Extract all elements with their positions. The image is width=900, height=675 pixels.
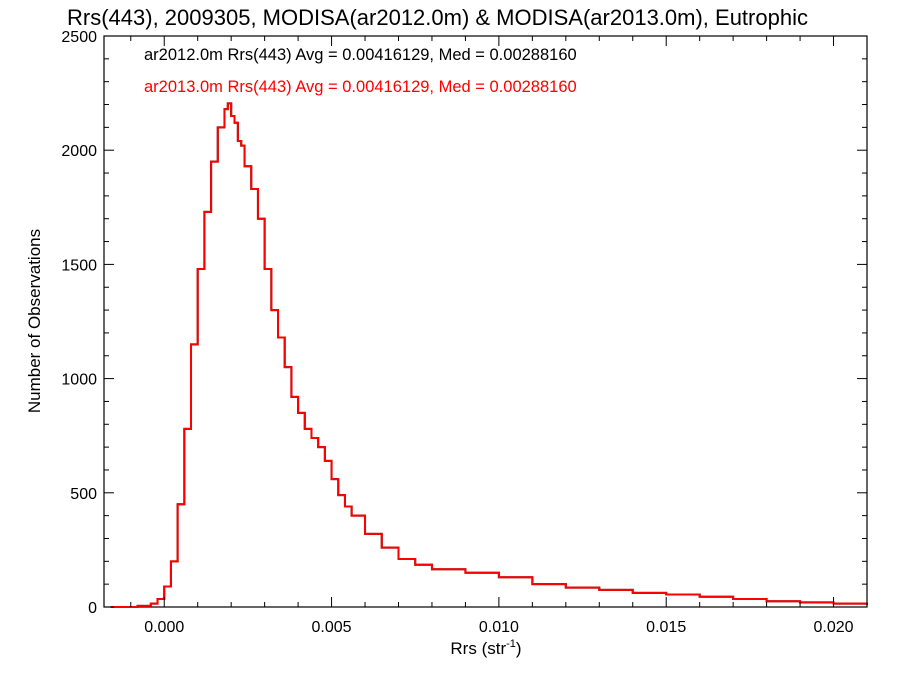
x-tick-label: 0.005 — [312, 619, 352, 636]
ticks-layer: 0.000 0.005 0.010 0.015 0.020 0 500 1000 1500 200… — [61, 29, 868, 636]
annotation-ar2013: ar2013.0m Rrs(443) Avg = 0.00416129, Med… — [144, 78, 577, 96]
series-layer — [110, 102, 868, 608]
y-tick-label: 1000 — [61, 372, 97, 389]
chart-title: Rrs(443), 2009305, MODISA(ar2012.0m) & M… — [67, 5, 808, 30]
y-tick-label: 2000 — [61, 143, 97, 160]
series-line-1 — [110, 102, 868, 608]
x-tick-label: 0.010 — [479, 619, 519, 636]
x-axis-label: Rrs (str-1) — [450, 638, 521, 658]
series-line-0 — [110, 102, 868, 608]
plot-area — [103, 35, 868, 608]
x-axis-label-sup: -1 — [506, 638, 516, 650]
annotation-ar2012: ar2012.0m Rrs(443) Avg = 0.00416129, Med… — [144, 46, 577, 64]
x-tick-label: 0.015 — [646, 619, 686, 636]
x-tick-label: 0.000 — [144, 619, 184, 636]
y-tick-label: 1500 — [61, 257, 97, 274]
x-axis-label-text: Rrs (str — [450, 639, 506, 658]
y-tick-label: 500 — [70, 486, 97, 503]
y-axis-label: Number of Observations — [25, 229, 44, 413]
y-tick-label: 0 — [88, 600, 97, 617]
x-axis-label-close: ) — [516, 639, 522, 658]
y-tick-label: 2500 — [61, 29, 97, 46]
plot-frame — [103, 35, 868, 608]
x-tick-label: 0.020 — [814, 619, 854, 636]
